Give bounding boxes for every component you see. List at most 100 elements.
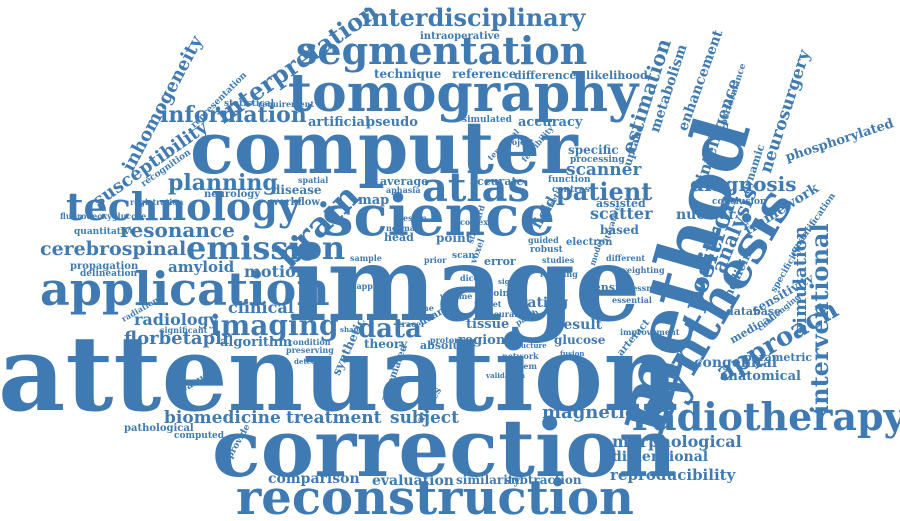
word-contrast: contrast — [552, 185, 594, 195]
word-propagation: propagation — [70, 261, 139, 272]
word-structure: structure — [510, 341, 547, 350]
word-result: result — [556, 317, 603, 333]
word-image: image — [288, 224, 641, 345]
word-attenuation: attenuation — [0, 312, 679, 435]
word-pathological: pathological — [124, 423, 194, 434]
word-density: density — [586, 281, 631, 294]
word-accuracy: accuracy — [518, 115, 583, 130]
word-detection: detection — [294, 357, 331, 366]
word-electron: electron — [566, 237, 613, 248]
word-correction: correction — [212, 401, 677, 495]
word-validation: validation — [486, 371, 526, 380]
word-reconstruction: reconstruction — [236, 470, 634, 521]
word-morphological: morphological — [612, 432, 742, 451]
word-tomography: tomography — [288, 63, 639, 124]
word-scanner: scanner — [566, 160, 642, 180]
word-application: application — [40, 262, 330, 316]
word-absolute: absolute — [420, 339, 473, 352]
word-robust: robust — [530, 245, 563, 255]
word-interventional: interventional — [805, 223, 834, 414]
word-parametric: parametric — [744, 351, 813, 364]
word-planning: planning — [168, 170, 278, 196]
word-biomedicine: biomedicine — [164, 408, 281, 428]
word-resonance: resonance — [120, 218, 235, 242]
word-treatment: treatment — [286, 408, 382, 428]
word-delineation: delineation — [80, 269, 138, 279]
word-likelihood: likelihood — [586, 69, 648, 82]
word-normal: normal — [386, 223, 419, 233]
word-clinical: clinical — [228, 298, 294, 317]
word-motion: motion — [244, 262, 308, 281]
word-difference: difference — [514, 69, 577, 82]
word-lesion: lesion — [400, 213, 427, 223]
word-work: work — [362, 265, 384, 275]
word-spatial: spatial — [298, 175, 329, 185]
word-cortex: cortex — [460, 217, 488, 227]
word-atlas: atlas — [422, 164, 531, 211]
word-neural: neural — [488, 309, 518, 319]
word-fluorodeoxyglucose: fluorodeoxyglucose — [60, 211, 147, 221]
word-congenital: congenital — [694, 355, 778, 371]
word-technology: technology — [66, 184, 300, 229]
word-bone: bone — [412, 303, 434, 313]
word-significant: significant — [160, 325, 208, 335]
word-theory: theory — [364, 337, 408, 351]
word-map: map — [358, 193, 390, 208]
word-condition: condition — [288, 337, 331, 347]
word-improvement: improvement — [620, 327, 680, 337]
word-dimensional: dimensional — [612, 449, 709, 465]
word-signal: signal — [498, 277, 522, 286]
word-rating: rating — [520, 295, 569, 311]
word-magnetic: magnetic — [542, 402, 636, 423]
word-scan: scan — [452, 251, 475, 261]
word-assessment: assessment — [618, 283, 670, 293]
word-processing: processing — [570, 155, 625, 165]
word-target: target — [474, 299, 502, 309]
word-reproducibility: reproducibility — [610, 466, 736, 484]
word-proton: proton — [430, 335, 460, 345]
word-information: information — [160, 102, 307, 128]
word-evaluation: evaluation — [372, 473, 454, 489]
word-function: function — [548, 175, 591, 185]
word-conclusion: conclusion — [712, 197, 767, 207]
word-disease: disease — [272, 183, 322, 197]
word-cerebrospinal: cerebrospinal — [40, 238, 187, 260]
word-comparison: comparison — [268, 471, 360, 487]
word-nuclear: nuclear — [676, 207, 736, 223]
word-diagnosis: diagnosis — [690, 172, 797, 196]
word-different: different — [606, 253, 646, 263]
word-interdisciplinary: interdisciplinary — [362, 3, 586, 32]
word-project: project — [502, 137, 534, 147]
word-based: based — [600, 223, 639, 237]
word-essential: essential — [612, 295, 652, 305]
word-data: data — [358, 314, 422, 344]
word-database: database — [726, 305, 782, 318]
word-amyloid: amyloid — [168, 258, 235, 276]
word-intraoperative: intraoperative — [420, 31, 500, 42]
word-fusion: fusion — [560, 349, 585, 358]
word-scatter: scatter — [590, 204, 653, 223]
word-pseudo: pseudo — [366, 115, 418, 130]
word-florbetapir: florbetapir — [124, 328, 232, 349]
word-neurology: neurology — [204, 189, 261, 200]
word-region: region — [458, 333, 506, 348]
word-workflow: workflow — [270, 197, 321, 208]
word-segmentation: segmentation — [296, 28, 588, 73]
word-tissue: tissue — [466, 317, 510, 332]
word-radiology: radiology — [134, 310, 218, 329]
word-guided: guided — [528, 235, 559, 245]
word-glucose: glucose — [554, 333, 606, 347]
word-statistical: statistical — [224, 99, 275, 109]
word-quantitative: quantitative — [74, 227, 136, 237]
word-network: network — [502, 351, 539, 361]
word-computed: computed — [174, 431, 225, 441]
word-point: point — [436, 231, 472, 245]
word-computer: computer — [190, 105, 578, 190]
word-science: science — [322, 183, 555, 249]
word-average: average — [380, 175, 429, 188]
word-artificial: artificial — [308, 115, 370, 130]
word-volume: volume — [440, 291, 473, 301]
word-dice: dice — [460, 273, 479, 283]
word-subject: subject — [390, 408, 459, 428]
